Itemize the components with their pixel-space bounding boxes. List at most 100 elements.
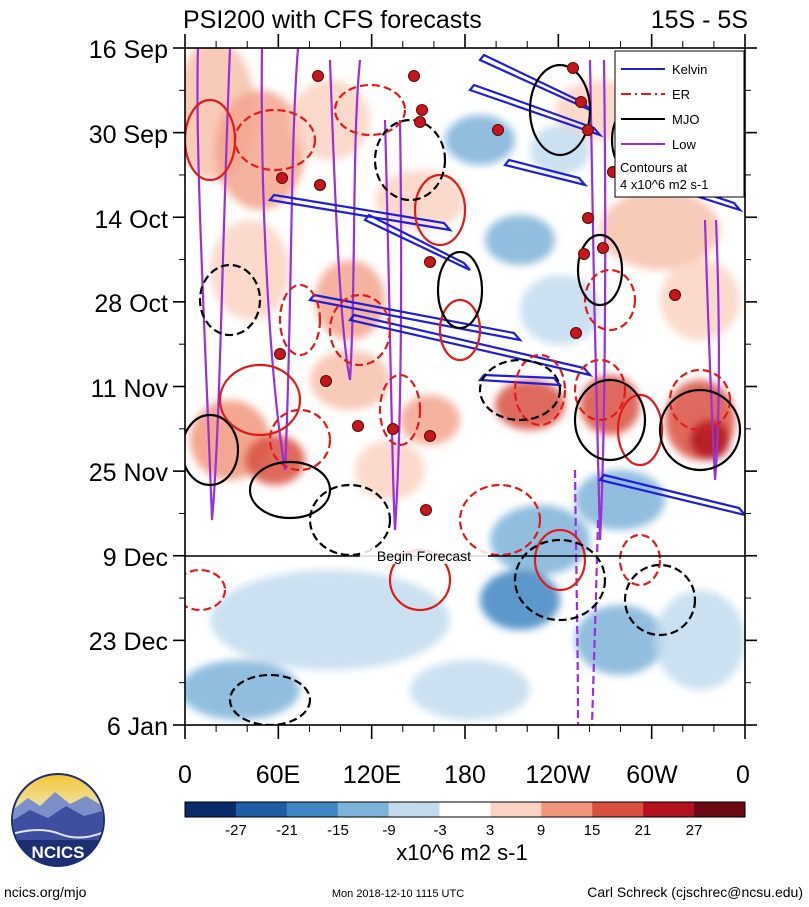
- er-contour: [378, 373, 422, 447]
- low-contour: [260, 48, 300, 471]
- anomaly-patch: [185, 660, 300, 720]
- kelvin-contour: [308, 293, 523, 342]
- anomaly-patch: [445, 115, 515, 165]
- colorbar-labels: -27 -21 -15 -9 -3 3 9 15 21 27: [225, 822, 702, 839]
- x-axis-labels: 0 60E 120E 180 120W 60W 0: [178, 761, 750, 789]
- x-tick-label: 0: [736, 761, 750, 789]
- colorbar-label: -15: [327, 822, 349, 839]
- tropical-cyclone-icon: [320, 375, 332, 387]
- legend-note: Contours at: [620, 160, 688, 175]
- tropical-cyclone-icon: [578, 248, 590, 260]
- mjo-contour: [198, 263, 262, 337]
- footer-site: ncics.org/mjo: [4, 884, 87, 900]
- y-tick-label: 9 Dec: [103, 544, 168, 572]
- mjo-contour: [658, 388, 742, 472]
- er-contour: [233, 108, 317, 172]
- y-tick-label: 28 Oct: [94, 290, 168, 318]
- anomaly-patch: [575, 605, 665, 675]
- legend-label: Kelvin: [672, 62, 707, 77]
- mjo-contour: [573, 378, 647, 462]
- low-contour: [703, 219, 720, 481]
- tropical-cyclone-icon: [414, 116, 426, 128]
- er-contour: [583, 268, 637, 332]
- x-tick-label: 120W: [525, 761, 591, 789]
- mjo-contour: [528, 63, 592, 157]
- logo-text: NCICS: [32, 843, 85, 862]
- kelvin-contour: [267, 193, 453, 232]
- legend-label: ER: [672, 87, 690, 102]
- footer-author: Carl Schreck (cjschrec@ncsu.edu): [587, 884, 803, 900]
- colorbar-box: [694, 802, 746, 817]
- kelvin-contour: [503, 158, 589, 187]
- anomaly-patch: [600, 190, 720, 270]
- er-contour: [218, 363, 302, 437]
- mjo-contour: [623, 563, 697, 637]
- y-tick-label: 25 Nov: [89, 459, 169, 487]
- er-contour: [573, 358, 627, 422]
- low-contour: [383, 119, 403, 531]
- anomaly-patch: [210, 220, 290, 320]
- legend: Kelvin ER MJO Low Contours at 4 x10^6 m2…: [614, 50, 745, 198]
- y-tick-label: 16 Sep: [89, 36, 168, 64]
- mjo-contour: [513, 538, 607, 622]
- mjo-contour: [436, 250, 484, 330]
- kelvin-contour: [598, 473, 745, 517]
- legend-entry-mjo: MJO: [621, 112, 699, 127]
- er-contour: [533, 528, 587, 592]
- anomaly-patch: [495, 380, 565, 430]
- colorbar-label: -9: [382, 822, 395, 839]
- er-contour: [618, 533, 662, 587]
- x-tick-label: 60W: [626, 761, 678, 789]
- y-tick-label: 23 Dec: [89, 628, 168, 656]
- colorbar: -27 -21 -15 -9 -3 3 9 15 21 27 x10^6 m2 …: [184, 801, 746, 865]
- tropical-cyclone-icon: [575, 96, 587, 108]
- tropical-cyclone-icon: [274, 348, 286, 360]
- colorbar-box: [439, 802, 491, 817]
- kelvin-contour: [468, 83, 604, 138]
- colorbar-box: [388, 802, 441, 817]
- tropical-cyclone-icon: [424, 430, 436, 442]
- filtered-contours: [185, 48, 745, 725]
- y-tick-label: 14 Oct: [94, 206, 168, 234]
- mjo-contour: [576, 233, 624, 307]
- axis-ticks: [173, 34, 757, 739]
- anomaly-patch: [580, 375, 640, 435]
- anomaly-patch: [520, 275, 600, 345]
- er-contour: [616, 393, 664, 467]
- mjo-contour: [308, 483, 392, 557]
- tropical-cyclone-icon: [582, 212, 594, 224]
- colorbar-label: -21: [276, 822, 298, 839]
- colorbar-label: 3: [486, 822, 494, 839]
- er-contour: [413, 173, 467, 247]
- colorbar-label: 21: [635, 822, 652, 839]
- footer-timestamp: Mon 2018-12-10 1115 UTC: [332, 888, 464, 900]
- mjo-contour: [478, 358, 562, 422]
- y-tick-label: 6 Jan: [107, 713, 168, 741]
- low-contour: [573, 469, 580, 725]
- tropical-cyclone-icon: [276, 172, 288, 184]
- anomaly-patch: [410, 660, 530, 720]
- x-tick-label: 180: [444, 761, 486, 789]
- mjo-contour: [373, 118, 447, 202]
- low-contour: [328, 59, 362, 381]
- er-contour: [185, 568, 227, 612]
- region-label: 15S - 5S: [651, 6, 748, 34]
- tropical-cyclone-icon: [314, 179, 326, 191]
- tropical-cyclone-icon: [567, 62, 579, 74]
- y-axis-labels: 16 Sep 30 Sep 14 Oct 28 Oct 11 Nov 25 No…: [89, 36, 169, 741]
- er-contour: [278, 283, 322, 357]
- tropical-cyclone-icon: [312, 70, 324, 82]
- colorbar-box: [337, 802, 390, 817]
- colorbar-box: [235, 802, 288, 817]
- anomaly-patch: [485, 215, 555, 265]
- tropical-cyclone-icon: [408, 70, 420, 82]
- ncics-logo: NCICS: [11, 773, 105, 867]
- anomaly-patch: [210, 570, 450, 670]
- colorbar-label: -3: [433, 822, 446, 839]
- colorbar-box: [286, 802, 339, 817]
- kelvin-contour: [477, 373, 563, 387]
- er-contour: [458, 483, 542, 557]
- low-contour: [588, 59, 607, 541]
- tropical-cyclone-icon: [352, 420, 364, 432]
- colorbar-box: [185, 802, 237, 817]
